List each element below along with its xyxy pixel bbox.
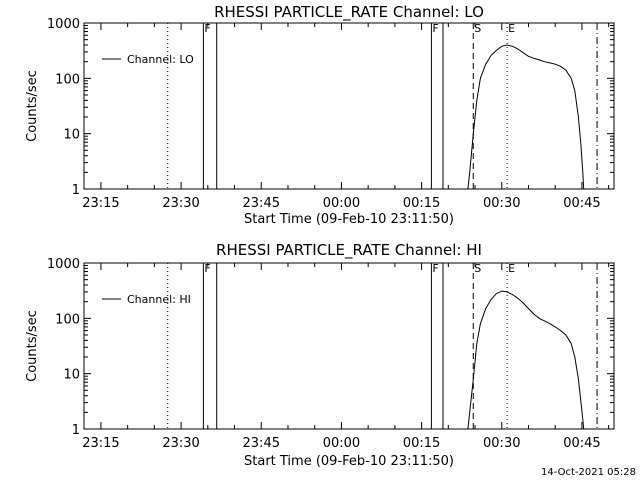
- y-axis-label: Counts/sec: [25, 70, 40, 142]
- x-tick-label: 00:00: [323, 436, 360, 451]
- series-line-0: [467, 44, 585, 190]
- x-tick-label: 00:45: [563, 436, 600, 451]
- x-tick-label: 00:00: [323, 196, 360, 211]
- y-tick-label: 1000: [47, 17, 80, 32]
- y-tick-label: 10: [63, 128, 80, 143]
- x-axis-label: Start Time (09-Feb-10 23:11:50): [244, 212, 454, 227]
- event-marker-label: F: [204, 22, 210, 35]
- x-tick-label: 23:45: [243, 436, 280, 451]
- panel-hi-channel: RHESSI PARTICLE_RATE Channel: HI Start Ti…: [25, 241, 615, 469]
- x-tick-label: 00:30: [483, 436, 520, 451]
- panel-lo-channel: RHESSI PARTICLE_RATE Channel: LO Start Ti…: [25, 3, 615, 227]
- y-tick-label: 100: [55, 312, 80, 327]
- y-tick-label: 1: [72, 423, 80, 438]
- event-marker-label: E: [508, 262, 515, 275]
- x-tick-label: 00:15: [403, 436, 440, 451]
- footer-timestamp: 14-Oct-2021 05:28: [541, 467, 636, 478]
- y-tick-label: 100: [55, 72, 80, 87]
- chart-title: RHESSI PARTICLE_RATE Channel: HI: [216, 241, 482, 260]
- legend-entry: Channel: HI: [127, 293, 191, 306]
- x-tick-label: 23:45: [243, 196, 280, 211]
- y-tick-label: 10: [63, 368, 80, 383]
- y-tick-label: 1: [72, 183, 80, 198]
- x-axis-label: Start Time (09-Feb-10 23:11:50): [244, 454, 454, 469]
- chart-title: RHESSI PARTICLE_RATE Channel: LO: [214, 3, 484, 22]
- x-tick-label: 23:15: [82, 436, 119, 451]
- series-line-0: [467, 290, 585, 430]
- event-marker-label: S: [474, 22, 481, 35]
- event-marker-label: E: [508, 22, 515, 35]
- x-tick-label: 23:15: [82, 196, 119, 211]
- plot-frame: [83, 262, 615, 430]
- x-tick-label: 00:45: [563, 196, 600, 211]
- x-tick-label: 00:30: [483, 196, 520, 211]
- plot-frame: [83, 22, 615, 190]
- event-marker-label: F: [204, 262, 210, 275]
- event-marker-label: F: [432, 262, 438, 275]
- x-tick-label: 23:30: [162, 196, 199, 211]
- x-tick-label: 00:15: [403, 196, 440, 211]
- legend-entry: Channel: LO: [127, 53, 194, 66]
- event-marker-label: S: [474, 262, 481, 275]
- y-axis-label: Counts/sec: [25, 310, 40, 382]
- y-tick-label: 1000: [47, 257, 80, 272]
- event-marker-label: F: [432, 22, 438, 35]
- x-tick-label: 23:30: [162, 436, 199, 451]
